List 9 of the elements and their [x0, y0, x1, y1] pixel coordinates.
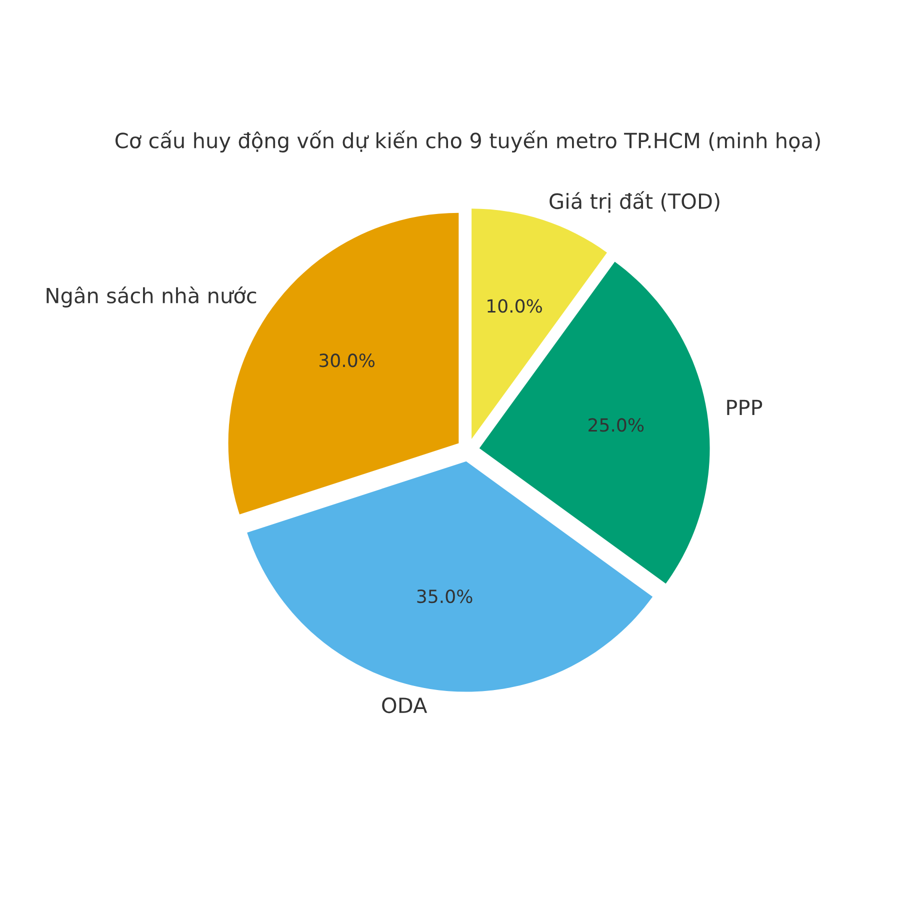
- slice-label: PPP: [727, 400, 762, 416]
- data-label: 10.0%: [488, 299, 542, 313]
- data-label: 30.0%: [320, 354, 375, 368]
- data-label: 35.0%: [417, 590, 472, 604]
- slice-label: Giá trị đất (TOD): [550, 191, 720, 213]
- slice-label: ODA: [382, 697, 428, 714]
- chart-title: Cơ cấu huy động vốn dự kiến cho 9 tuyến metro TP.HCM (minh họa): [116, 130, 820, 152]
- slice-label: Ngân sách nhà nước: [46, 286, 256, 308]
- data-label: 25.0%: [588, 418, 644, 432]
